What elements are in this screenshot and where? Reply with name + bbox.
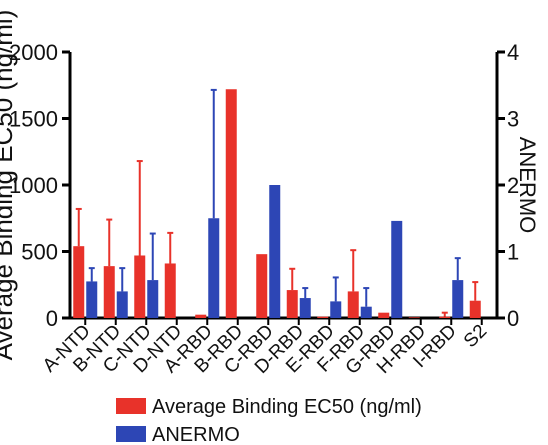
y-axis-left-label: Average Binding EC50 (ng/ml) (0, 10, 18, 361)
series-2-bar (452, 280, 464, 318)
series-1-bar (225, 89, 237, 319)
y-tick-label-right: 1 (507, 240, 519, 265)
series-1-bar (134, 255, 146, 318)
series-1-bar (408, 317, 420, 318)
legend-label-series-1: Average Binding EC50 (ng/ml) (152, 396, 422, 418)
series-1-bar (195, 314, 207, 318)
y-tick-label-right: 2 (507, 173, 519, 198)
series-1-bar (317, 316, 329, 318)
series-1-bar (347, 291, 359, 318)
legend-swatch-series-2 (116, 426, 146, 442)
series-1-bar (103, 266, 115, 318)
y-tick-label-left: 0 (46, 306, 58, 331)
y-axis-right-label: ANERMO (515, 137, 540, 234)
series-2-bar (116, 291, 128, 318)
series-2-bar (299, 298, 311, 318)
series-1-bar (378, 312, 390, 318)
y-tick-label-right: 3 (507, 107, 519, 132)
plot-area: 050010001500200001234A-NTDB-NTDC-NTDD-NT… (9, 40, 519, 379)
y-tick-label-right: 4 (507, 40, 519, 65)
series-1-bar (469, 300, 481, 318)
x-tick-label: S2 (460, 321, 491, 352)
legend-label-series-2: ANERMO (152, 424, 240, 445)
series-1-bar (286, 290, 298, 318)
y-tick-label-left: 500 (21, 240, 58, 265)
series-2-bar (330, 301, 342, 318)
y-tick-label-left: 1000 (9, 173, 58, 198)
series-1-bar (73, 246, 85, 318)
series-2-bar (391, 220, 403, 318)
y-tick-label-left: 2000 (9, 40, 58, 65)
y-tick-label-right: 0 (507, 306, 519, 331)
series-2-bar (147, 280, 159, 318)
series-2-bar (86, 281, 98, 318)
legend: Average Binding EC50 (ng/ml) ANERMO (116, 396, 422, 445)
legend-swatch-series-1 (116, 398, 146, 414)
series-1-bar (256, 254, 268, 318)
series-2-bar (208, 218, 220, 318)
y-tick-label-left: 1500 (9, 107, 58, 132)
series-1-bar (439, 316, 451, 318)
series-1-bar (164, 263, 176, 318)
series-2-bar (360, 306, 372, 318)
series-2-bar (269, 185, 281, 318)
